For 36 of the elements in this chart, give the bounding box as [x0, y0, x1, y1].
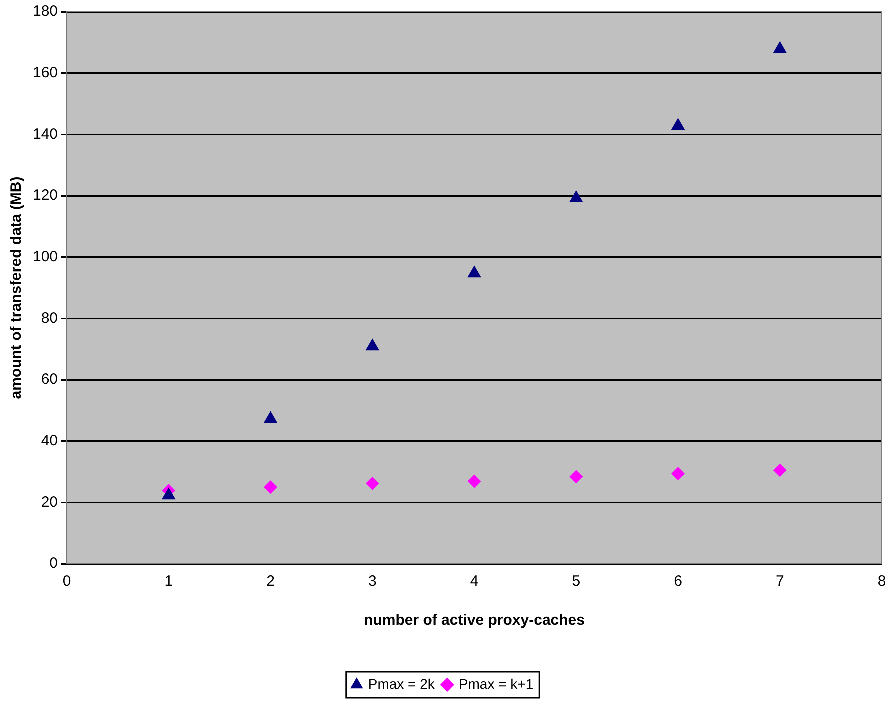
point — [468, 266, 482, 278]
point — [366, 339, 380, 351]
point — [264, 412, 278, 424]
point — [672, 467, 685, 480]
y-tick-label: 100 — [32, 248, 58, 266]
point — [672, 118, 685, 130]
y-tick-label: 160 — [32, 64, 58, 82]
x-tick-label: 2 — [266, 573, 275, 590]
x-tick-label: 7 — [776, 573, 784, 590]
point — [162, 488, 176, 500]
x-tick-label: 4 — [470, 573, 479, 590]
y-tick-label: 80 — [41, 310, 58, 327]
y-tick-label: 120 — [32, 187, 58, 204]
y-tick-label: 60 — [41, 371, 58, 388]
point — [366, 477, 380, 490]
x-tick-label: 1 — [164, 573, 174, 590]
point — [570, 470, 583, 484]
y-tick-label: 20 — [41, 494, 58, 511]
x-tick-label: 3 — [368, 573, 377, 590]
legend-label: Pmax = k+1 — [458, 676, 534, 692]
point — [774, 42, 787, 54]
point — [774, 464, 787, 477]
point — [264, 480, 278, 494]
y-axis-title: amount of transfered data (MB) — [8, 176, 26, 400]
point — [468, 475, 482, 488]
y-tick-label: 40 — [41, 432, 58, 450]
legend-label: Pmax = 2k — [368, 676, 436, 692]
y-tick-label: 140 — [32, 126, 58, 143]
y-tick-label: 0 — [50, 555, 58, 572]
x-tick-label: 0 — [62, 573, 72, 590]
x-tick-label: 6 — [674, 573, 682, 590]
x-tick-label: 8 — [878, 573, 886, 590]
x-axis-title: number of active proxy-caches — [364, 612, 585, 630]
x-tick-label: 5 — [572, 573, 581, 590]
y-tick-label: 180 — [32, 3, 58, 20]
point — [570, 190, 583, 202]
